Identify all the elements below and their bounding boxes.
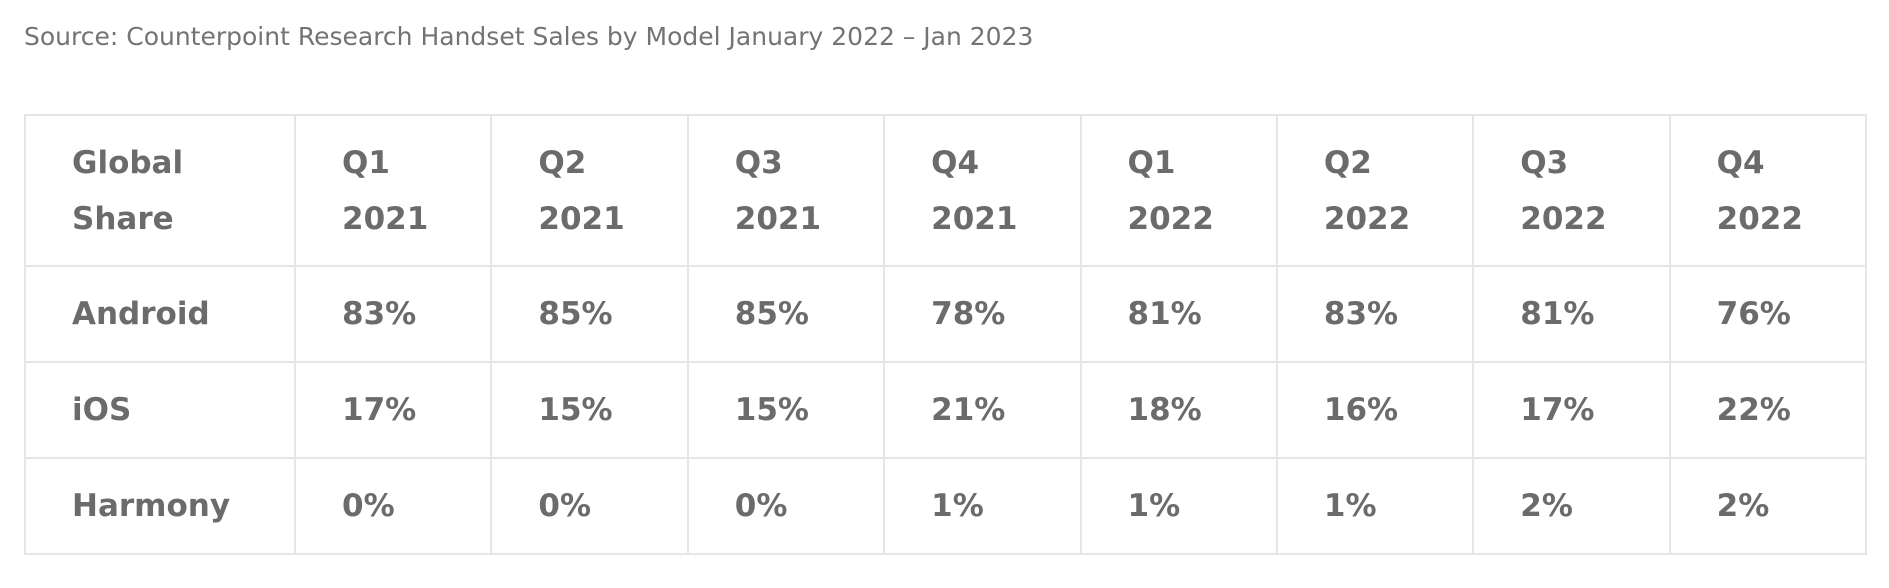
source-note: Source: Counterpoint Research Handset Sa… (24, 22, 1034, 51)
share-cell: 16% (1275, 361, 1475, 459)
share-cell: 85% (490, 265, 689, 363)
share-cell: 78% (883, 265, 1082, 363)
share-cell: 81% (1472, 265, 1671, 363)
share-cell: 0% (490, 457, 689, 555)
share-cell: 2% (1668, 457, 1868, 555)
table-row: iOS 17% 15% 15% 21% 18% 16% 17% 22% (24, 361, 1868, 459)
share-cell: 76% (1668, 265, 1868, 363)
share-cell: 22% (1668, 361, 1868, 459)
share-cell: 21% (883, 361, 1082, 459)
header-cell: Q2 2021 (490, 114, 689, 267)
share-cell: 17% (1472, 361, 1671, 459)
header-cell: Q3 2021 (686, 114, 886, 267)
share-cell: 83% (1275, 265, 1475, 363)
header-cell: Q1 2022 (1079, 114, 1278, 267)
header-cell: Global Share (24, 114, 296, 267)
share-cell: 81% (1079, 265, 1278, 363)
share-cell: 83% (293, 265, 493, 363)
header-cell: Q4 2022 (1668, 114, 1868, 267)
header-text: Q3 2021 (734, 144, 822, 237)
header-text: Q2 2022 (1323, 144, 1411, 237)
share-cell: 2% (1472, 457, 1671, 555)
row-label: iOS (24, 361, 296, 459)
row-label: Android (24, 265, 296, 363)
table-header: Global Share Q1 2021 Q2 2021 Q3 2021 Q4 2021… (24, 114, 1868, 267)
header-text: Q4 2022 (1716, 144, 1803, 237)
table-row: Harmony 0% 0% 0% 1% 1% 1% 2% 2% (24, 457, 1868, 555)
header-text: Q1 2022 (1127, 144, 1214, 237)
share-table: Global Share Q1 2021 Q2 2021 Q3 2021 Q4 2021… (24, 114, 1868, 555)
header-row: Global Share Q1 2021 Q2 2021 Q3 2021 Q4 2021… (24, 114, 1868, 267)
row-label: Harmony (24, 457, 296, 555)
header-cell: Q1 2021 (293, 114, 493, 267)
header-text: Q2 2021 (538, 144, 625, 237)
share-cell: 15% (686, 361, 886, 459)
share-cell: 17% (293, 361, 493, 459)
header-text: Q4 2021 (931, 144, 1018, 237)
header-text: Q3 2022 (1520, 144, 1607, 237)
header-cell: Q3 2022 (1472, 114, 1671, 267)
share-cell: 1% (1079, 457, 1278, 555)
share-cell: 1% (883, 457, 1082, 555)
header-cell: Q4 2021 (883, 114, 1082, 267)
share-cell: 0% (293, 457, 493, 555)
share-cell: 15% (490, 361, 689, 459)
share-cell: 1% (1275, 457, 1475, 555)
table-row: Android 83% 85% 85% 78% 81% 83% 81% 76% (24, 265, 1868, 363)
table-body: Android 83% 85% 85% 78% 81% 83% 81% 76% iOS 17% 15%… (24, 265, 1868, 555)
share-cell: 85% (686, 265, 886, 363)
header-cell: Q2 2022 (1275, 114, 1475, 267)
header-text: Q1 2021 (342, 144, 429, 237)
share-cell: 0% (686, 457, 886, 555)
header-text: Global Share (72, 144, 184, 237)
share-cell: 18% (1079, 361, 1278, 459)
